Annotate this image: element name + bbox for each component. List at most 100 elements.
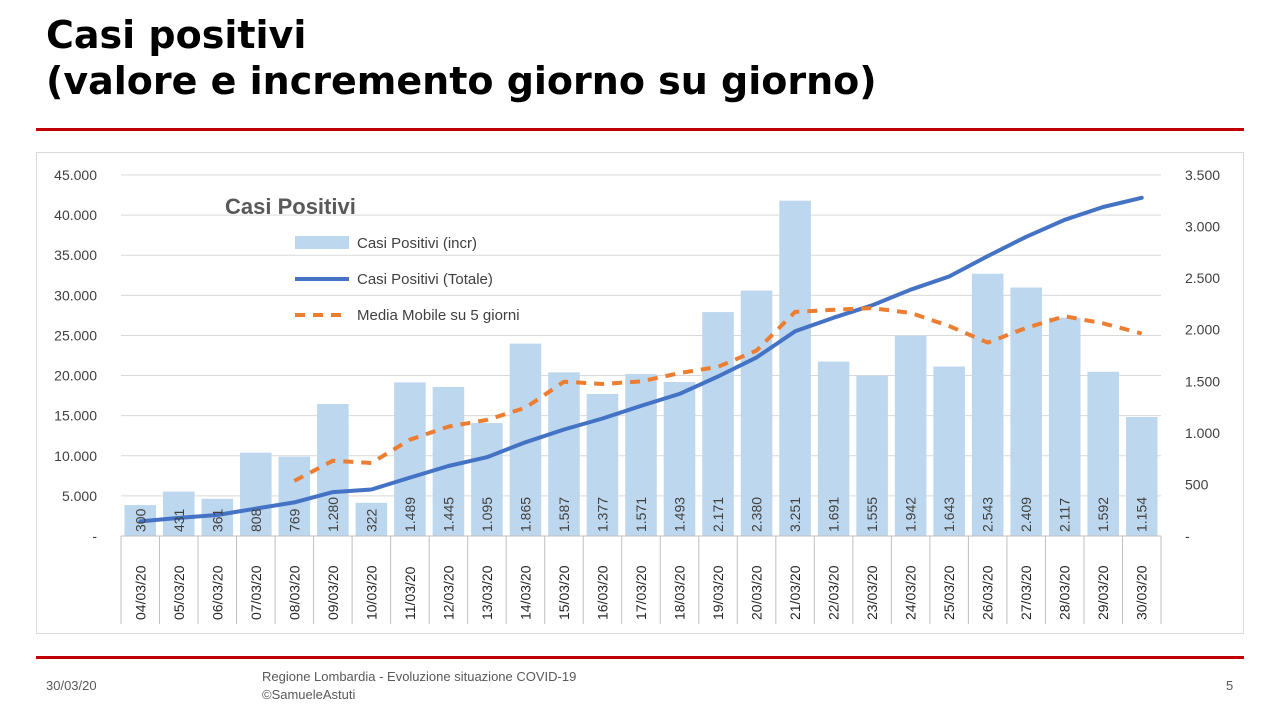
x-axis-category-label: 16/03/20 bbox=[594, 565, 610, 620]
total-line bbox=[138, 195, 1144, 524]
legend-entry-label: Casi Positivi (Totale) bbox=[357, 271, 493, 288]
bar-data-label: 1.377 bbox=[594, 497, 610, 532]
title-line-1: Casi positivi bbox=[46, 13, 307, 57]
x-axis-category-label: 29/03/20 bbox=[1095, 565, 1111, 620]
left-axis-tick-label: 5.000 bbox=[62, 488, 97, 504]
x-axis-category-label: 13/03/20 bbox=[479, 565, 495, 620]
bar-data-label: 1.587 bbox=[556, 497, 572, 532]
casi-positivi-chart: 300 431 361 808 769 1.280 322 1.489 1.445 1.095 1.… bbox=[54, 167, 1220, 624]
footer-source-line-1: Regione Lombardia - Evoluzione situazion… bbox=[262, 669, 577, 684]
x-axis-category-label: 25/03/20 bbox=[941, 565, 957, 620]
right-axis-tick-label: 3.000 bbox=[1185, 219, 1220, 235]
bar-data-label: 808 bbox=[248, 508, 264, 532]
bar-data-label: 1.592 bbox=[1095, 497, 1111, 532]
left-axis-tick-label: 25.000 bbox=[54, 327, 97, 343]
footer-source-line-2: ©SamueleAstuti bbox=[262, 687, 356, 702]
bar-data-label: 361 bbox=[209, 508, 225, 532]
legend-entry-label: Media Mobile su 5 giorni bbox=[357, 307, 520, 324]
bar bbox=[471, 423, 503, 536]
bar bbox=[933, 366, 965, 536]
bar bbox=[702, 312, 734, 536]
bar-data-label: 2.171 bbox=[710, 497, 726, 532]
right-axis-tick-label: 3.500 bbox=[1185, 167, 1220, 183]
bar-data-label: 1.865 bbox=[517, 497, 533, 532]
bar-data-label: 1.643 bbox=[941, 497, 957, 532]
bar-data-label: 1.942 bbox=[903, 497, 919, 532]
bar-data-label: 2.543 bbox=[980, 497, 996, 532]
bar-data-label: 2.380 bbox=[749, 497, 765, 532]
right-axis-tick-label: 500 bbox=[1185, 476, 1209, 492]
bar-data-label: 1.154 bbox=[1134, 497, 1150, 532]
left-axis-tick-label: 40.000 bbox=[54, 207, 97, 223]
footer-divider bbox=[36, 656, 1244, 659]
right-axis-tick-label: 1.000 bbox=[1185, 425, 1220, 441]
legend: Casi Positivi (incr) Casi Positivi (Total… bbox=[295, 235, 520, 324]
slide-title: Casi positivi (valore e incremento giorn… bbox=[46, 12, 877, 104]
x-axis-category-label: 21/03/20 bbox=[787, 565, 803, 620]
x-axis-category-label: 20/03/20 bbox=[749, 565, 765, 620]
bar-data-label: 300 bbox=[132, 508, 148, 532]
bar bbox=[162, 491, 195, 536]
bar bbox=[894, 335, 927, 536]
x-axis-category-label: 06/03/20 bbox=[209, 565, 225, 620]
bars bbox=[124, 200, 1158, 537]
bar-data-label: 2.409 bbox=[1018, 497, 1034, 532]
bar-data-labels: 300 431 361 808 769 1.280 322 1.489 1.445 1.095 1.… bbox=[132, 497, 1149, 532]
bar bbox=[1087, 371, 1120, 536]
bar bbox=[779, 200, 811, 537]
bar-data-label: 1.445 bbox=[440, 497, 456, 532]
bar-data-label: 322 bbox=[363, 508, 379, 532]
bar-data-label: 769 bbox=[286, 508, 302, 532]
bar bbox=[1125, 416, 1158, 536]
x-axis-category-label: 05/03/20 bbox=[171, 565, 187, 620]
moving-average-line bbox=[293, 306, 1143, 483]
x-axis-category-label: 04/03/20 bbox=[132, 565, 148, 620]
legend-swatch-bar bbox=[295, 236, 349, 249]
x-axis-category-label: 12/03/20 bbox=[440, 565, 456, 620]
right-axis-tick-label: 2.000 bbox=[1185, 322, 1220, 338]
x-axis-category-label: 08/03/20 bbox=[286, 565, 302, 620]
left-axis-tick-label: 35.000 bbox=[54, 247, 97, 263]
bar-data-label: 431 bbox=[171, 508, 187, 532]
chart-title: Casi Positivi bbox=[225, 194, 356, 219]
x-axis-category-label: 24/03/20 bbox=[903, 565, 919, 620]
x-axis-category-label: 27/03/20 bbox=[1018, 565, 1034, 620]
x-axis-category-label: 15/03/20 bbox=[556, 565, 572, 620]
bar-data-label: 1.555 bbox=[864, 497, 880, 532]
bar-data-label: 1.691 bbox=[826, 497, 842, 532]
bar bbox=[663, 382, 696, 536]
bar bbox=[394, 382, 426, 536]
x-axis-category-label: 19/03/20 bbox=[710, 565, 726, 620]
bar-data-label: 1.489 bbox=[402, 497, 418, 532]
bar bbox=[240, 452, 272, 536]
left-axis-tick-label: 30.000 bbox=[54, 287, 97, 303]
left-axis-tick-label: 15.000 bbox=[54, 408, 97, 424]
bar bbox=[1010, 287, 1042, 536]
x-axis-category-label: 28/03/20 bbox=[1057, 565, 1073, 620]
bar bbox=[355, 502, 388, 536]
left-axis-tick-label: 10.000 bbox=[54, 448, 97, 464]
x-axis-category-label: 23/03/20 bbox=[864, 565, 880, 620]
axes: - 5.000 10.000 15.000 20.000 25.000 30.000 35.0… bbox=[54, 167, 1220, 624]
bar-data-label: 2.117 bbox=[1057, 498, 1073, 532]
x-axis-category-label: 09/03/20 bbox=[325, 565, 341, 620]
bar bbox=[432, 386, 465, 536]
x-axis-category-label: 14/03/20 bbox=[517, 565, 533, 620]
bar bbox=[971, 273, 1004, 536]
lines bbox=[138, 195, 1144, 524]
bar bbox=[278, 456, 311, 536]
right-axis-tick-label: - bbox=[1185, 528, 1190, 544]
x-axis-category-label: 30/03/20 bbox=[1134, 565, 1150, 620]
left-axis-tick-label: 20.000 bbox=[54, 368, 97, 384]
x-axis-category-label: 18/03/20 bbox=[672, 565, 688, 620]
bar-data-label: 3.251 bbox=[787, 497, 803, 532]
bar-data-label: 1.571 bbox=[633, 497, 649, 532]
x-axis-category-label: 11/03/20 bbox=[402, 566, 418, 620]
left-axis-tick-label: - bbox=[92, 528, 97, 544]
bar bbox=[740, 290, 773, 536]
right-axis-tick-label: 2.500 bbox=[1185, 270, 1220, 286]
bar bbox=[317, 403, 349, 536]
x-axis-category-label: 07/03/20 bbox=[248, 565, 264, 620]
bar-data-label: 1.493 bbox=[672, 497, 688, 532]
chart-frame: 300 431 361 808 769 1.280 322 1.489 1.445 1.095 1.… bbox=[36, 152, 1244, 634]
